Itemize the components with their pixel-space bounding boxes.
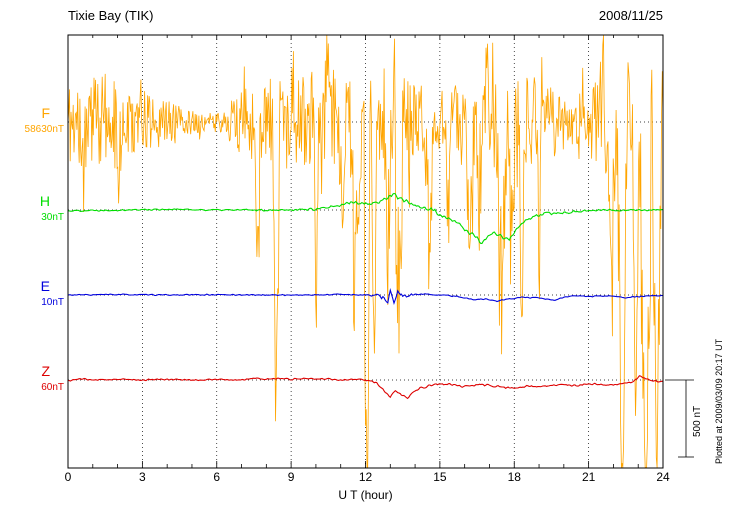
series-baseline-Z: 60nT: [41, 382, 64, 393]
series-baseline-E: 10nT: [41, 297, 64, 308]
series-name-H: H: [39, 193, 50, 209]
x-tick-label: 21: [581, 470, 596, 484]
x-tick-label: 3: [139, 470, 146, 484]
series-name-F: F: [41, 105, 50, 121]
trace-F: [68, 35, 663, 468]
trace-E: [68, 288, 663, 305]
trace-Z: [68, 375, 663, 400]
x-tick-label: 0: [64, 470, 72, 484]
x-axis-title: U T (hour): [338, 488, 393, 502]
page-title: Tixie Bay (TIK): [68, 8, 154, 23]
plotted-at-note: Plotted at 2009/03/09 20:17 UT: [714, 338, 724, 464]
x-tick-label: 15: [433, 470, 447, 484]
series-baseline-F: 58630nT: [24, 124, 64, 135]
series-baseline-H: 30nT: [41, 212, 64, 223]
series-name-Z: Z: [41, 363, 50, 379]
x-tick-label: 18: [507, 470, 521, 484]
x-tick-label: 6: [213, 470, 221, 484]
x-tick-label: 12: [358, 470, 373, 484]
series-name-E: E: [40, 278, 50, 294]
x-tick-label: 9: [287, 470, 295, 484]
scale-bar-label: 500 nT: [692, 405, 703, 437]
trace-H: [68, 192, 663, 244]
x-tick-label: 24: [656, 470, 670, 484]
date-label: 2008/11/25: [598, 8, 663, 23]
